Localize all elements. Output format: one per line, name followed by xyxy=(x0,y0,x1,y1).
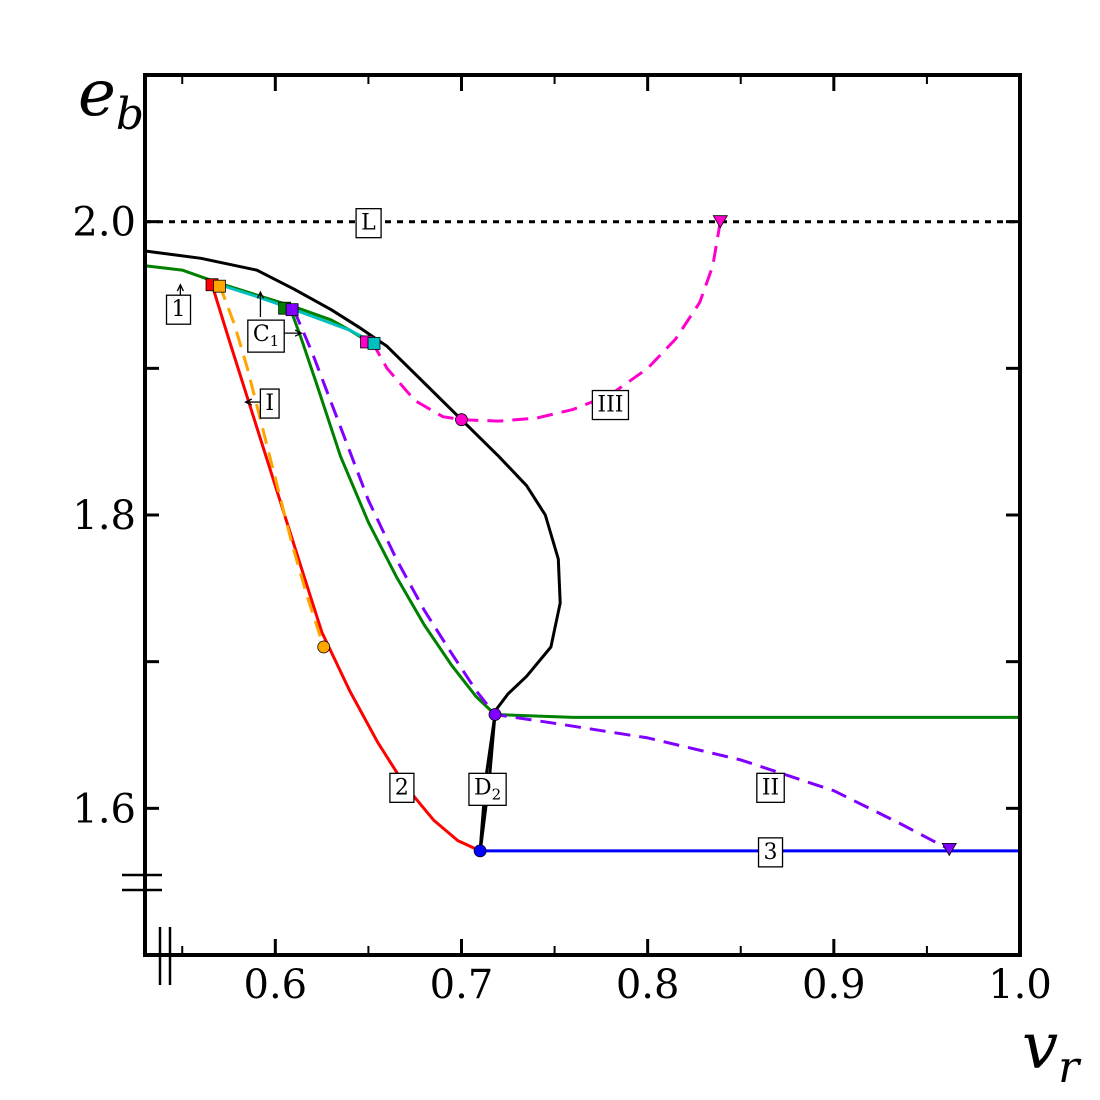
curve-label-text: 1 xyxy=(172,297,186,322)
label-main: C xyxy=(253,322,270,347)
curve-label-text: L xyxy=(361,211,376,236)
curve-label-text: C1 xyxy=(253,322,279,350)
annotation-arrow xyxy=(244,398,261,406)
series-I xyxy=(218,284,326,648)
axis-break-layer xyxy=(122,873,172,985)
label-main: D xyxy=(474,775,492,800)
arrow-head xyxy=(176,283,185,292)
curve-label-text: 2 xyxy=(395,775,409,800)
triangle-marker xyxy=(712,215,728,229)
series-cyan xyxy=(219,283,373,344)
y-tick-label: 2.0 xyxy=(72,200,136,246)
circle-marker xyxy=(317,640,331,654)
x-tick-label: 0.9 xyxy=(802,962,866,1008)
x-tick-label: 1.0 xyxy=(988,962,1052,1008)
x-tick-label: 0.6 xyxy=(244,962,308,1008)
y-axis-title-sub: b xyxy=(116,89,144,140)
label-main: III xyxy=(597,393,623,418)
y-tick-label: 1.8 xyxy=(72,493,136,539)
label-main: II xyxy=(762,775,779,800)
curve-label-box xyxy=(389,772,415,803)
series-green-branch xyxy=(288,307,1020,719)
tick-layer: 0.6 0.7 0.8 0.9 1.0 1.6 1.8 2.0 xyxy=(72,75,1052,1008)
circle-marker xyxy=(473,844,487,858)
x-axis-title-main: v xyxy=(1022,1010,1058,1084)
curve-label-box xyxy=(355,208,382,239)
curve-label-II: II xyxy=(756,772,785,803)
curve-label-box xyxy=(247,319,285,353)
curve-label-box xyxy=(468,772,507,806)
curve-label-text: III xyxy=(597,393,623,418)
plot-frame xyxy=(143,73,1022,957)
label-main: L xyxy=(361,211,376,236)
curve-label-text: 3 xyxy=(764,840,778,865)
square-marker xyxy=(213,279,226,293)
curve-label-I: I xyxy=(259,388,280,419)
circle-marker xyxy=(455,413,468,427)
x-tick-label: 0.8 xyxy=(616,962,680,1008)
square-marker xyxy=(285,303,299,317)
curve-label-text: D2 xyxy=(474,775,501,803)
series-III xyxy=(370,221,722,423)
label-main: 2 xyxy=(395,775,409,800)
curve-label-L: L xyxy=(355,208,382,239)
annotation-arrow xyxy=(256,290,265,317)
annotation-arrow xyxy=(284,329,303,337)
arrow-head xyxy=(256,290,265,299)
y-tick-label: 1.6 xyxy=(72,786,136,832)
arrow-head xyxy=(294,329,303,337)
curve-label-box xyxy=(591,389,630,421)
curve-label-text: II xyxy=(762,775,779,800)
x-tick-label: 0.7 xyxy=(430,962,494,1008)
square-marker xyxy=(367,336,381,350)
label-main: 1 xyxy=(172,297,186,322)
curve-label-text: I xyxy=(265,391,274,416)
series-II xyxy=(292,309,950,851)
series-layer xyxy=(144,220,1020,853)
curve-label-box xyxy=(757,837,784,868)
label-main: I xyxy=(265,391,274,416)
triangle-marker xyxy=(941,843,957,857)
circle-marker xyxy=(488,708,502,721)
curve-label-box xyxy=(756,772,785,803)
curve-label-D2: D2 xyxy=(468,772,507,806)
curve-label-2: 2 xyxy=(389,772,415,803)
curve-label-box xyxy=(165,294,192,325)
curve-label-box xyxy=(259,388,280,419)
curve-label-1: 1 xyxy=(165,294,192,325)
curve-label-3: 3 xyxy=(757,837,784,868)
arrow-head xyxy=(244,398,253,406)
series-black-boundary xyxy=(144,249,562,853)
label-main: 3 xyxy=(764,840,778,865)
marker-layer xyxy=(205,215,957,858)
x-axis-title: vr xyxy=(1022,1010,1082,1093)
label-sub: 1 xyxy=(270,332,280,350)
series-2 xyxy=(210,284,481,853)
curve-label-C1: C1 xyxy=(247,319,285,353)
curve-label-III: III xyxy=(591,389,630,421)
label-sub: 2 xyxy=(492,785,502,803)
x-axis-title-sub: r xyxy=(1058,1042,1082,1093)
y-axis-title: eb xyxy=(78,57,144,140)
y-axis-title-main: e xyxy=(78,57,116,131)
